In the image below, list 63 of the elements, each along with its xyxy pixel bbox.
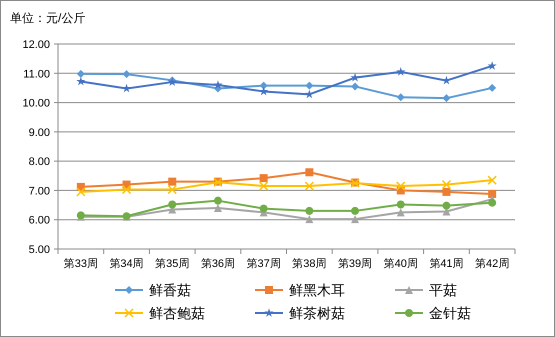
y-tick-label: 7.00 (28, 185, 50, 198)
legend-label: 鲜茶树菇 (289, 305, 345, 321)
point (214, 196, 222, 205)
point (488, 198, 496, 207)
y-tick-label: 5.00 (28, 244, 50, 256)
point (76, 76, 86, 86)
point (488, 61, 497, 70)
point (305, 82, 314, 90)
point (442, 202, 450, 210)
x-tick-label: 第36周 (200, 258, 236, 270)
legend-label: 金针菇 (429, 305, 471, 321)
point (396, 208, 405, 216)
point (442, 188, 450, 196)
point (488, 84, 496, 92)
point (168, 200, 176, 208)
point (351, 215, 360, 224)
point (351, 206, 360, 215)
x-tick-label: 第41周 (429, 258, 464, 270)
point (258, 181, 268, 191)
point (122, 184, 132, 194)
point (122, 70, 131, 78)
point (260, 204, 268, 213)
point (260, 82, 268, 90)
y-tick-label: 10.00 (22, 98, 50, 110)
point (214, 204, 222, 212)
y-axis-title: 单位：元/公斤 (10, 11, 86, 25)
point (168, 184, 177, 194)
point (488, 190, 496, 198)
y-tick-label: 11.00 (23, 68, 50, 80)
x-tick-label: 第38周 (292, 258, 326, 270)
y-tick-label: 6.00 (28, 214, 50, 227)
legend-label: 平菇 (429, 282, 457, 298)
point (76, 187, 86, 197)
x-tick-label: 第33周 (64, 258, 98, 270)
x-tick-label: 第40周 (384, 258, 418, 270)
y-tick-label: 12.00 (22, 39, 50, 51)
legend-label: 鲜香菇 (149, 282, 191, 298)
point (305, 206, 314, 215)
point (487, 175, 497, 185)
point (76, 70, 85, 78)
x-tick-label: 第37周 (246, 258, 281, 270)
point (442, 94, 450, 102)
point (396, 181, 406, 191)
x-tick-label: 第42周 (475, 258, 510, 270)
point (396, 67, 406, 76)
point (260, 174, 268, 182)
y-tick-label: 8.00 (28, 156, 50, 168)
y-tick-label: 9.00 (28, 126, 50, 139)
point (396, 200, 405, 208)
legend-label: 鲜杏鲍菇 (149, 305, 205, 321)
point (304, 181, 314, 191)
legend-label: 鲜黑木耳 (289, 282, 345, 298)
point (396, 93, 405, 102)
point (168, 178, 176, 186)
point (213, 80, 223, 89)
point (351, 82, 360, 90)
point (442, 180, 452, 190)
x-tick-label: 第39周 (338, 258, 372, 270)
point (350, 72, 360, 82)
point (305, 168, 314, 176)
x-tick-label: 第34周 (109, 258, 144, 270)
x-tick-label: 第35周 (155, 258, 190, 270)
point (305, 215, 314, 224)
